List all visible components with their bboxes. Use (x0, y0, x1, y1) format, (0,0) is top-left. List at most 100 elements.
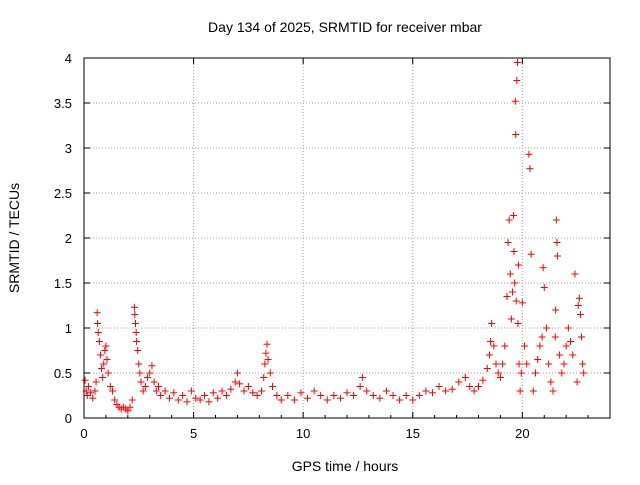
data-point (126, 403, 134, 411)
y-tick-label: 0.5 (54, 366, 72, 381)
y-tick-label: 4 (65, 51, 72, 66)
data-point (350, 392, 358, 399)
data-point (539, 264, 547, 272)
data-point (558, 369, 566, 377)
data-point (389, 392, 397, 399)
data-point (130, 303, 138, 311)
data-point (323, 396, 331, 404)
data-point (277, 396, 285, 404)
data-point (132, 320, 140, 327)
data-point (260, 374, 268, 381)
data-point (506, 270, 514, 278)
data-point (503, 293, 511, 300)
data-point (89, 394, 97, 402)
data-point (579, 360, 587, 368)
data-point (511, 279, 519, 287)
data-point (553, 239, 561, 246)
data-point (511, 97, 519, 105)
data-point (490, 342, 498, 350)
data-point (529, 387, 537, 395)
data-point (124, 407, 132, 415)
data-point (504, 239, 512, 246)
data-point (94, 329, 102, 336)
data-point (435, 383, 443, 390)
data-point (95, 338, 103, 345)
data-point (268, 383, 276, 390)
data-point (516, 387, 524, 395)
data-point (531, 369, 539, 377)
data-point (551, 333, 559, 341)
data-point (496, 374, 504, 381)
data-point (249, 389, 257, 397)
data-point (343, 389, 351, 397)
data-point (573, 378, 581, 386)
data-point (556, 351, 564, 359)
y-axis-label: SRMTID / TECUs (6, 183, 22, 293)
data-point (510, 212, 518, 219)
data-point (517, 369, 525, 377)
data-point (512, 131, 520, 138)
data-point (187, 387, 195, 395)
data-point (562, 342, 570, 350)
data-point (92, 378, 100, 386)
data-point (100, 360, 108, 368)
data-point (526, 165, 534, 173)
data-point (461, 374, 469, 381)
data-point (104, 369, 112, 377)
data-point (98, 365, 106, 372)
data-point (567, 338, 575, 345)
data-point (91, 387, 99, 395)
data-point (494, 369, 502, 377)
data-point (81, 376, 89, 384)
x-tick-label: 10 (296, 426, 310, 441)
data-point (514, 320, 522, 327)
data-point (201, 392, 209, 399)
data-point (209, 389, 217, 397)
data-point (525, 150, 533, 158)
data-point (336, 394, 344, 402)
data-point (534, 356, 542, 363)
data-point (196, 396, 204, 404)
data-point (106, 383, 114, 390)
data-point (487, 338, 495, 345)
ticks-layer: 0 5 10 15 20 0 0.5 1 1.5 2 2.5 3 3.5 4 (54, 51, 610, 441)
data-point (146, 369, 154, 377)
data-point (499, 360, 507, 368)
data-point (514, 59, 522, 66)
data-point (266, 369, 274, 377)
data-point (310, 387, 318, 395)
data-point (376, 394, 384, 402)
data-point (139, 387, 147, 395)
data-point (297, 389, 305, 397)
data-point (174, 396, 182, 404)
data-points-layer (81, 59, 588, 415)
data-point (136, 369, 144, 377)
data-point (141, 383, 149, 390)
y-tick-label: 1 (65, 321, 72, 336)
data-point (96, 351, 104, 359)
data-point (574, 302, 582, 309)
data-point (382, 387, 390, 395)
data-point (132, 329, 140, 336)
data-point (501, 342, 509, 350)
data-point (222, 392, 230, 399)
data-point (144, 374, 152, 381)
data-point (231, 378, 239, 386)
data-point (111, 396, 119, 404)
data-point (161, 387, 169, 395)
data-point (264, 356, 272, 363)
data-point (542, 324, 550, 332)
data-point (547, 378, 555, 386)
data-point (505, 216, 513, 224)
data-point (549, 387, 557, 395)
data-point (290, 396, 298, 404)
data-point (527, 250, 535, 258)
data-point (564, 324, 572, 332)
data-point (470, 387, 478, 395)
y-tick-label: 1.5 (54, 276, 72, 291)
data-point (137, 378, 145, 386)
data-point (442, 387, 450, 395)
